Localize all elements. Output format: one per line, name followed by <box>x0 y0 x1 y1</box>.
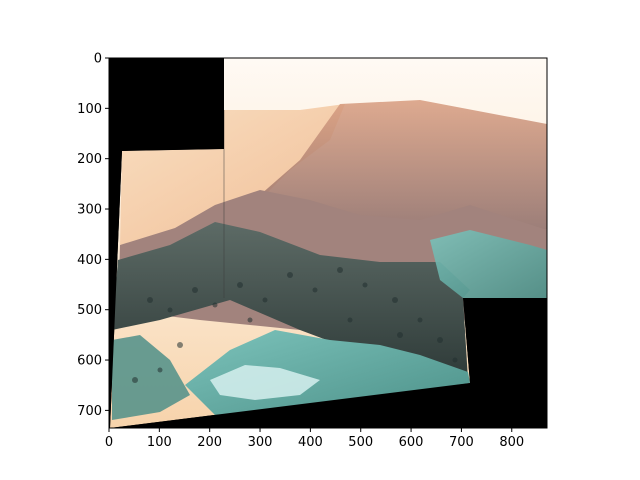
x-tick-label: 0 <box>105 435 113 450</box>
image-plot <box>109 58 547 428</box>
y-tick-label: 300 <box>77 203 102 218</box>
x-tick-label: 300 <box>248 435 273 450</box>
snow-meadow <box>210 365 320 400</box>
mask-left-edge <box>109 151 122 428</box>
x-tick-label: 600 <box>399 435 424 450</box>
y-tick-label: 600 <box>77 354 102 369</box>
tree-texture <box>132 267 458 383</box>
y-tick-label: 700 <box>77 404 102 419</box>
y-tick-label: 200 <box>77 152 102 167</box>
meadow-right <box>430 230 547 298</box>
distant-ridges <box>260 100 547 230</box>
y-tick-label: 400 <box>77 253 102 268</box>
x-tick-label: 800 <box>499 435 524 450</box>
y-tick-label: 0 <box>94 52 102 67</box>
mask-top-left <box>109 58 224 151</box>
y-tick-label: 100 <box>77 102 102 117</box>
x-axis: 0 100 200 300 400 500 600 700 800 <box>105 428 524 450</box>
x-tick-label: 400 <box>298 435 323 450</box>
x-tick-label: 200 <box>197 435 222 450</box>
mask-bottom-right <box>110 298 547 428</box>
panorama-photo <box>110 58 547 428</box>
x-tick-label: 700 <box>449 435 474 450</box>
axes-frame <box>108 57 548 429</box>
y-tick-label: 500 <box>77 303 102 318</box>
lake-region <box>120 104 345 245</box>
forest-slopes <box>112 222 470 380</box>
x-tick-label: 100 <box>147 435 172 450</box>
y-axis: 0 100 200 300 400 500 600 700 <box>77 52 109 419</box>
x-tick-label: 500 <box>348 435 373 450</box>
meadow-left <box>112 335 190 420</box>
